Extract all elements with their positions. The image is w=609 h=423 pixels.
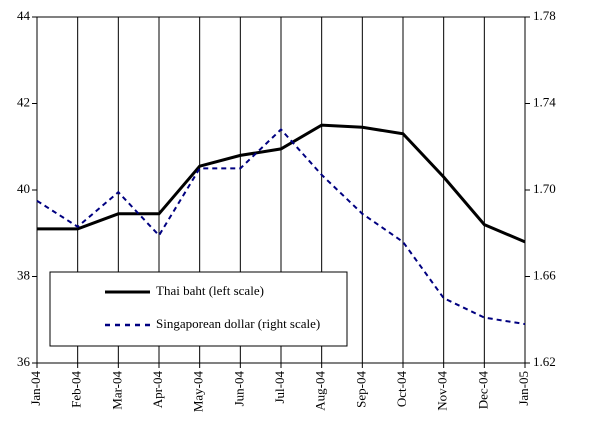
y2-tick-label: 1.74 [533,94,556,109]
x-tick-label: Nov-04 [435,371,450,411]
legend-label: Singaporean dollar (right scale) [156,316,320,331]
y-tick-label: 36 [17,354,31,369]
y2-tick-label: 1.78 [533,8,556,23]
legend-label: Thai baht (left scale) [156,283,264,298]
x-tick-label: May-04 [191,371,206,413]
x-tick-label: Jan-04 [28,371,43,406]
line-series [37,123,526,244]
y2-tick-label: 1.62 [533,354,556,369]
x-tick-label: Apr-04 [150,371,165,409]
line-series [36,128,526,326]
x-tick-label: Feb-04 [69,371,84,408]
x-tick-label: Aug-04 [313,371,328,411]
x-tick-label: Sep-04 [353,371,368,408]
x-tick-label: Jul-04 [272,371,287,404]
x-tick-label: Dec-04 [475,371,490,410]
y2-tick-label: 1.70 [533,181,556,196]
legend-box [49,271,348,347]
y-tick-label: 44 [17,8,31,23]
x-tick-label: Jan-05 [516,371,531,406]
x-tick-label: Mar-04 [109,371,124,410]
y-tick-label: 42 [17,94,30,109]
y-tick-label: 40 [17,181,30,196]
x-tick-label: Jun-04 [231,371,246,407]
x-tick-label: Oct-04 [394,371,409,408]
y2-tick-label: 1.66 [533,267,556,282]
y-tick-label: 38 [17,267,30,282]
legend: Thai baht (left scale) Singaporean dollar… [49,271,348,347]
